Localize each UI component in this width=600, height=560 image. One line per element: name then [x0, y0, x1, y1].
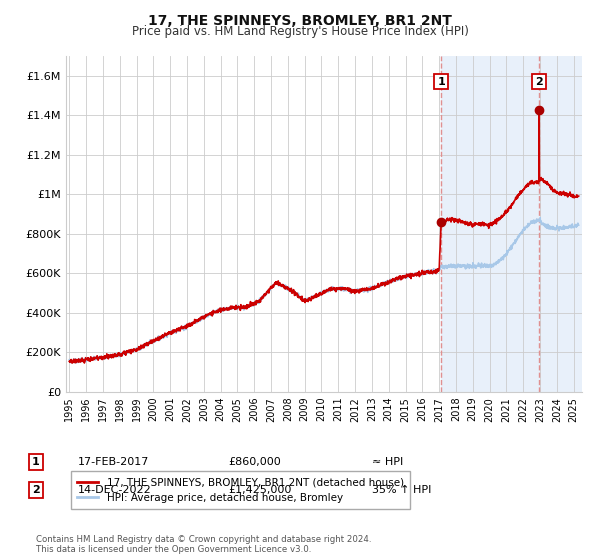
Legend: 17, THE SPINNEYS, BROMLEY, BR1 2NT (detached house), HPI: Average price, detache: 17, THE SPINNEYS, BROMLEY, BR1 2NT (deta… [71, 471, 410, 509]
Bar [441, 56, 582, 392]
Text: 2: 2 [32, 485, 40, 495]
Text: 1: 1 [437, 77, 445, 87]
Text: 17-FEB-2017: 17-FEB-2017 [78, 457, 149, 467]
Text: 35% ↑ HPI: 35% ↑ HPI [372, 485, 431, 495]
Text: 17, THE SPINNEYS, BROMLEY, BR1 2NT: 17, THE SPINNEYS, BROMLEY, BR1 2NT [148, 14, 452, 28]
Text: £1,425,000: £1,425,000 [228, 485, 292, 495]
Text: 14-DEC-2022: 14-DEC-2022 [78, 485, 152, 495]
Text: £860,000: £860,000 [228, 457, 281, 467]
Text: Price paid vs. HM Land Registry's House Price Index (HPI): Price paid vs. HM Land Registry's House … [131, 25, 469, 38]
Text: 2: 2 [535, 77, 543, 87]
Text: ≈ HPI: ≈ HPI [372, 457, 403, 467]
Text: Contains HM Land Registry data © Crown copyright and database right 2024.
This d: Contains HM Land Registry data © Crown c… [36, 535, 371, 554]
Text: 1: 1 [32, 457, 40, 467]
